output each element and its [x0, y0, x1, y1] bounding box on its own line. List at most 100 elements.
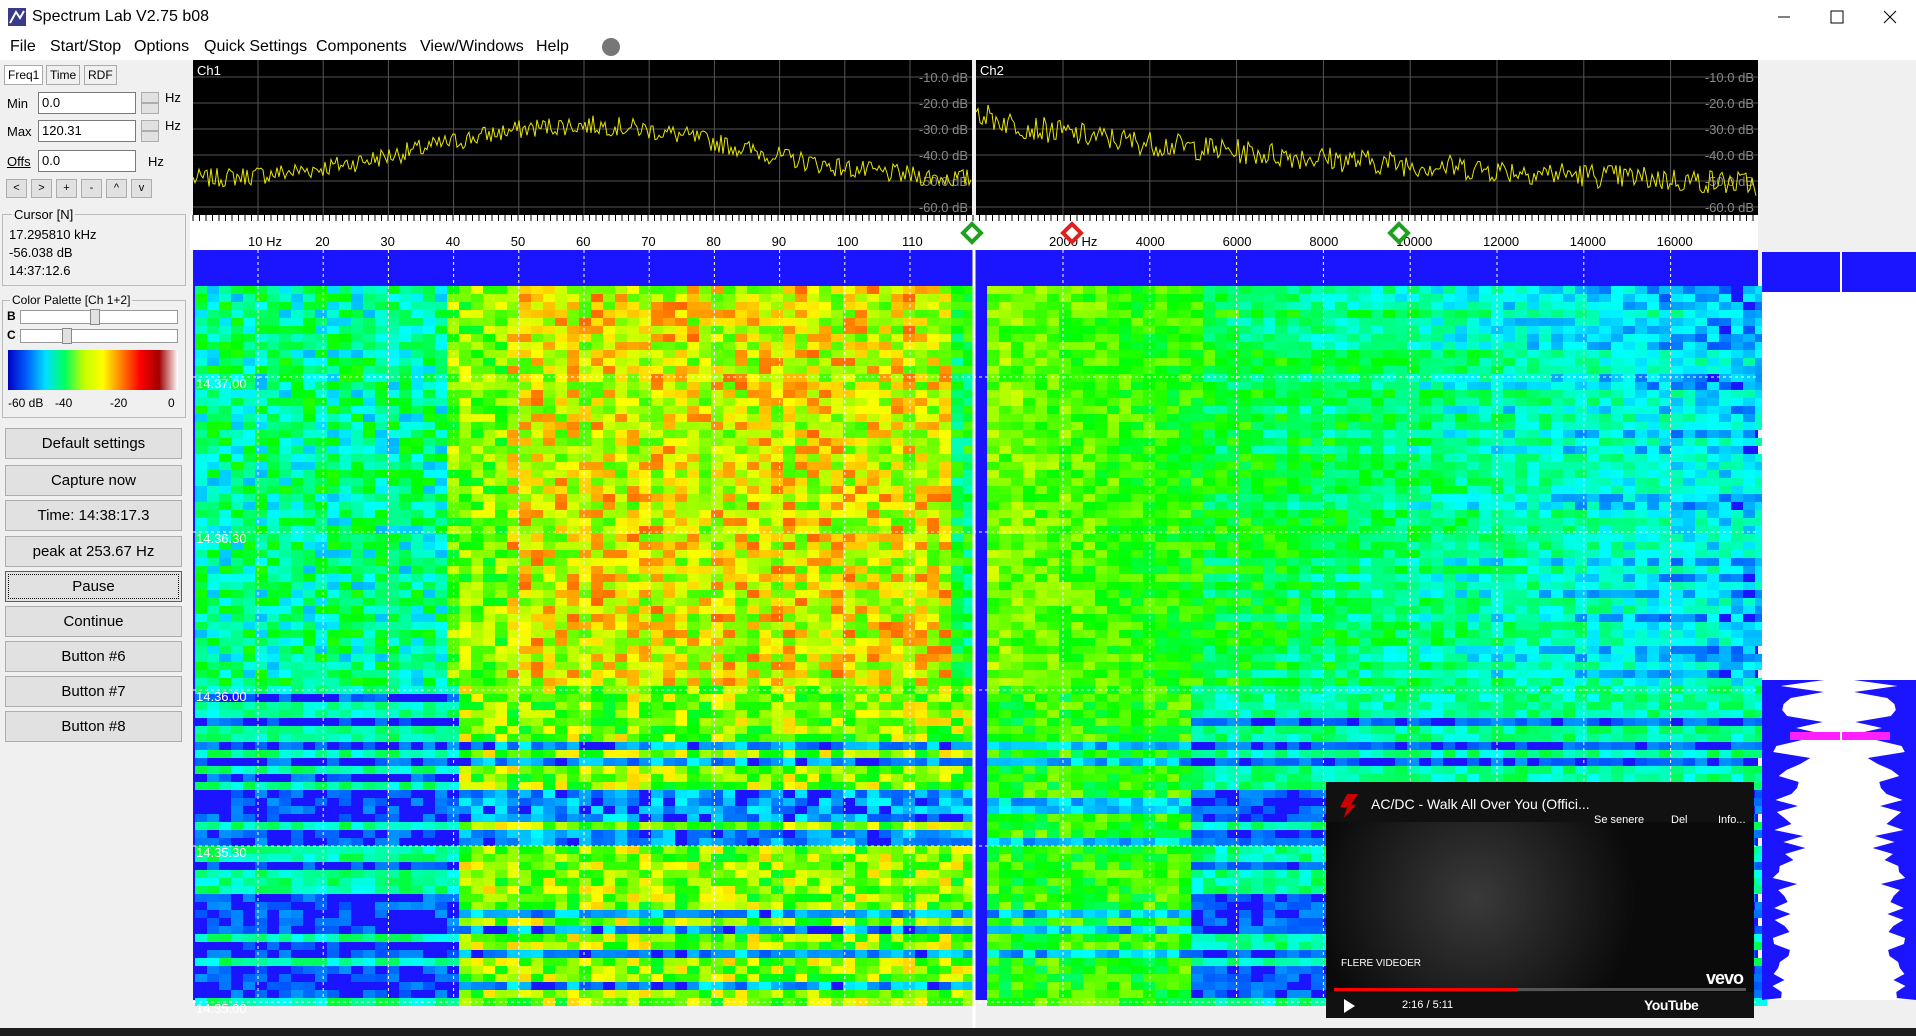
spectrogram-cell: [879, 406, 891, 414]
spectrogram-cell: [1095, 350, 1107, 358]
slider-thumb[interactable]: [90, 309, 100, 325]
spectrogram-cell: [903, 382, 915, 390]
spectrogram-cell: [363, 294, 375, 302]
spectrogram-cell: [1251, 390, 1263, 398]
spectrogram-cell: [579, 374, 591, 382]
spectrogram-cell: [291, 526, 303, 534]
panel-button[interactable]: Button #8: [5, 711, 182, 742]
panel-button[interactable]: peak at 253.67 Hz: [5, 536, 182, 567]
spectrogram-cell: [1383, 302, 1395, 310]
spectrogram-cell: [1251, 398, 1263, 406]
menu-item[interactable]: Options: [134, 38, 190, 55]
spectrogram-cell: [843, 526, 855, 534]
spectrogram-cell: [759, 382, 771, 390]
spectrogram-cell: [1395, 334, 1407, 342]
spectrogram-cell: [1311, 286, 1323, 294]
spin-button[interactable]: [141, 103, 159, 114]
menu-item[interactable]: Quick Settings: [204, 38, 308, 55]
spectrogram-cell: [195, 382, 207, 390]
menu-item[interactable]: Components: [316, 38, 407, 55]
spectrogram-cell: [1635, 366, 1647, 374]
menu-item[interactable]: File: [10, 38, 36, 55]
nav-button[interactable]: >: [31, 179, 52, 198]
cursor-marker[interactable]: [1060, 221, 1084, 245]
spectrogram-cell: [447, 494, 459, 502]
spectrogram-cell: [555, 318, 567, 326]
tab[interactable]: Time: [46, 65, 81, 85]
spectrogram-cell: [1095, 462, 1107, 470]
spectrogram-cell: [879, 462, 891, 470]
spectrogram-cell: [1359, 518, 1371, 526]
spectrogram-cell: [747, 438, 759, 446]
tab[interactable]: Freq1: [4, 65, 44, 85]
spectrogram-cell: [1083, 342, 1095, 350]
spectrogram-cell: [567, 510, 579, 518]
spectrogram-cell: [1755, 294, 1767, 302]
spectrogram-cell: [999, 358, 1011, 366]
spin-button[interactable]: [141, 120, 159, 131]
panel-button[interactable]: Pause: [5, 571, 182, 602]
spectrogram-cell: [279, 542, 291, 550]
spectrogram-cell: [519, 318, 531, 326]
spectrogram-cell: [1395, 398, 1407, 406]
spectrogram-cell: [423, 302, 435, 310]
slider-thumb[interactable]: [62, 328, 72, 344]
tab[interactable]: RDF: [84, 65, 117, 85]
spectrogram-cell: [423, 462, 435, 470]
panel-button[interactable]: Time: 14:38:17.3: [5, 500, 182, 531]
nav-button[interactable]: +: [56, 179, 77, 198]
spectrogram-cell: [1311, 414, 1323, 422]
spectrogram-cell: [1263, 350, 1275, 358]
spin-button[interactable]: [141, 92, 159, 103]
spectrogram-cell: [1023, 502, 1035, 510]
spectrogram-cell: [1707, 286, 1719, 294]
spectrogram-cell: [207, 534, 219, 542]
spectrogram-cell: [1071, 422, 1083, 430]
menu-item[interactable]: Start/Stop: [50, 38, 122, 55]
slider-track[interactable]: [20, 329, 178, 343]
text-input[interactable]: 0.0: [38, 92, 136, 114]
spectrogram-cell: [291, 398, 303, 406]
spectrogram-cell: [1503, 382, 1515, 390]
spectrogram-cell: [1155, 430, 1167, 438]
spectrogram-cell: [1371, 366, 1383, 374]
spectrogram-cell: [1623, 390, 1635, 398]
spectrogram-cell: [531, 382, 543, 390]
spectrogram-cell: [1515, 558, 1527, 566]
spectrogram-cell: [1071, 454, 1083, 462]
nav-button[interactable]: -: [81, 179, 102, 198]
text-input[interactable]: 120.31: [38, 120, 136, 142]
nav-button[interactable]: <: [6, 179, 27, 198]
nav-button[interactable]: v: [131, 179, 152, 198]
panel-button[interactable]: Button #7: [5, 676, 182, 707]
menu-item[interactable]: Help: [536, 38, 569, 55]
text-input[interactable]: 0.0: [38, 150, 136, 172]
spectrogram-cell: [363, 510, 375, 518]
spectrogram-cell: [1455, 462, 1467, 470]
spectrogram-cell: [771, 302, 783, 310]
spectrogram-cell: [723, 542, 735, 550]
spectrogram-cell: [267, 430, 279, 438]
panel-button[interactable]: Capture now: [5, 465, 182, 496]
cursor-marker[interactable]: [960, 221, 984, 245]
spectrogram-cell: [963, 358, 975, 366]
spectrogram-cell: [891, 534, 903, 542]
spectrogram-cell: [807, 534, 819, 542]
spin-button[interactable]: [141, 131, 159, 142]
spectrogram-cell: [663, 350, 675, 358]
spectrogram-cell: [1395, 414, 1407, 422]
panel-button[interactable]: Button #6: [5, 641, 182, 672]
menu-item[interactable]: View/Windows: [420, 38, 524, 55]
panel-button[interactable]: Default settings: [5, 428, 182, 459]
spectrogram-cell: [1323, 454, 1335, 462]
nav-button[interactable]: ^: [106, 179, 127, 198]
spectrogram-cell: [651, 334, 663, 342]
panel-button[interactable]: Continue: [5, 606, 182, 637]
spectrogram-cell: [855, 294, 867, 302]
window-controls[interactable]: [1760, 0, 1916, 34]
spectrogram-cell: [1503, 478, 1515, 486]
spectrogram-cell: [231, 526, 243, 534]
spectrogram-cell: [1623, 438, 1635, 446]
cursor-marker[interactable]: [1387, 221, 1411, 245]
spectrogram-cell: [327, 374, 339, 382]
